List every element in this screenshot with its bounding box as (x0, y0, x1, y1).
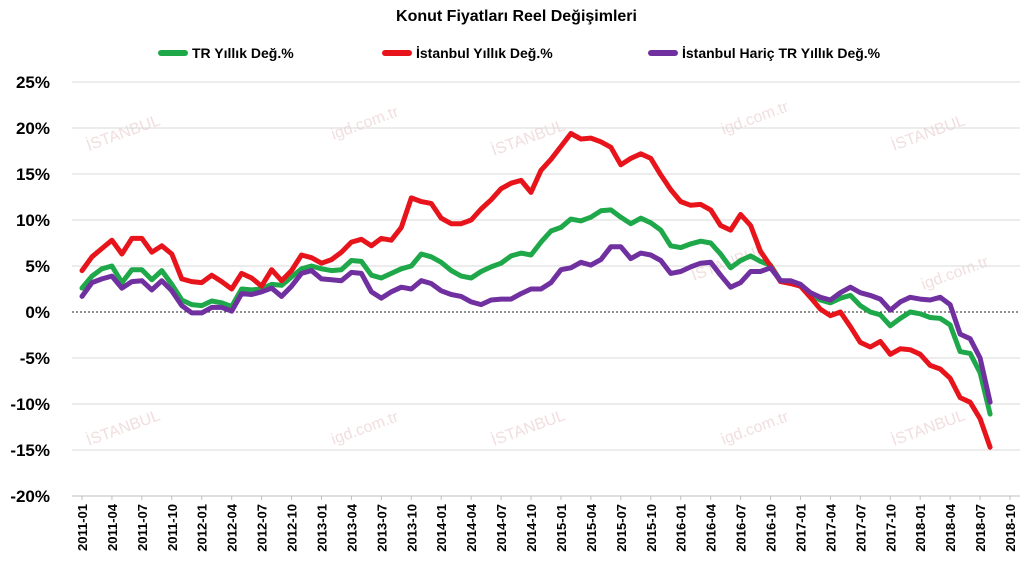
x-tick-label: 2018-07 (973, 504, 988, 552)
x-tick-label: 2016-10 (764, 504, 779, 552)
y-tick-label: -10% (10, 395, 50, 414)
x-tick-label: 2011-04 (105, 503, 120, 551)
legend-item-istanbul: İstanbul Yıllık Değ.% (382, 45, 553, 61)
x-tick-label: 2015-04 (584, 503, 599, 551)
y-tick-label: 0% (25, 303, 50, 322)
legend-swatch-istanbul-haric (648, 50, 678, 56)
series-line-istanbul-haric (79, 244, 993, 405)
x-tick-label: 2015-07 (614, 504, 629, 552)
x-tick-label: 2015-10 (644, 504, 659, 552)
x-tick-label: 2011-10 (165, 504, 180, 551)
x-tick-label: 2014-10 (524, 504, 539, 552)
y-tick-label: 15% (16, 165, 50, 184)
legend-item-tr: TR Yıllık Değ.% (158, 45, 294, 61)
x-tick-label: 2016-07 (734, 504, 749, 552)
legend-label-istanbul-haric: İstanbul Hariç TR Yıllık Değ.% (682, 45, 881, 61)
legend-label-istanbul: İstanbul Yıllık Değ.% (416, 45, 553, 61)
x-tick-label: 2014-07 (494, 504, 509, 552)
x-tick-label: 2018-04 (943, 503, 958, 551)
y-tick-label: 20% (16, 119, 50, 138)
x-tick-label: 2014-01 (434, 504, 449, 552)
legend-label-tr: TR Yıllık Değ.% (192, 45, 294, 61)
series-line-istanbul (79, 131, 993, 450)
y-tick-label: -20% (10, 487, 50, 506)
x-tick-label: 2011-07 (135, 504, 150, 551)
x-tick-label: 2012-10 (285, 504, 300, 552)
y-tick-label: -5% (20, 349, 50, 368)
x-tick-label: 2013-07 (374, 504, 389, 552)
x-tick-label: 2013-01 (314, 504, 329, 552)
x-tick-label: 2012-07 (255, 504, 270, 552)
x-tick-label: 2017-07 (853, 504, 868, 552)
legend-swatch-tr (158, 50, 188, 56)
y-tick-label: 25% (16, 73, 50, 92)
x-tick-label: 2017-01 (793, 504, 808, 552)
x-tick-label: 2018-01 (913, 504, 928, 552)
x-tick-label: 2016-01 (674, 504, 689, 552)
x-tick-label: 2018-10 (1003, 504, 1018, 552)
x-tick-label: 2017-04 (823, 503, 838, 551)
chart-title: Konut Fiyatları Reel Değişimleri (396, 8, 637, 25)
x-tick-label: 2013-10 (404, 504, 419, 552)
y-tick-label: 10% (16, 211, 50, 230)
legend-item-istanbul-haric: İstanbul Hariç TR Yıllık Değ.% (648, 45, 880, 61)
x-tick-label: 2016-04 (704, 503, 719, 551)
x-tick-label: 2013-04 (344, 503, 359, 551)
x-tick-label: 2017-10 (883, 504, 898, 552)
y-tick-label: 5% (25, 257, 50, 276)
chart-legend: TR Yıllık Değ.% İstanbul Yıllık Değ.% İs… (0, 45, 1033, 67)
x-tick-label: 2014-04 (464, 503, 479, 551)
x-tick-label: 2012-01 (195, 504, 210, 552)
x-tick-label: 2015-01 (554, 504, 569, 552)
legend-swatch-istanbul (382, 50, 412, 56)
y-tick-label: -15% (10, 441, 50, 460)
x-tick-label: 2012-04 (225, 503, 240, 551)
x-tick-label: 2011-01 (75, 504, 90, 551)
